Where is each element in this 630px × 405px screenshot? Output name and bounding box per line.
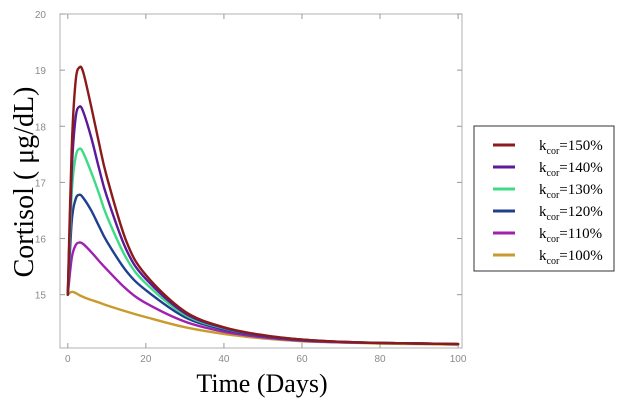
legend-label-sub: cor: [547, 168, 560, 179]
legend-items: kcor=150%kcor=140%kcor=130%kcor=120%kcor…: [493, 138, 603, 267]
legend-label-sub: cor: [547, 256, 560, 267]
legend-label-value: =100%: [559, 248, 602, 264]
legend-label-main: k: [539, 160, 547, 176]
legend-label-main: k: [539, 204, 547, 220]
x-tick-label: 0: [65, 354, 71, 365]
legend-label-value: =150%: [559, 138, 602, 154]
legend-label-main: k: [539, 226, 547, 242]
x-tick-label: 100: [450, 354, 467, 365]
x-tick-label: 20: [140, 354, 152, 365]
legend-label-sub: cor: [547, 190, 560, 201]
axis-ticks: [60, 13, 462, 348]
y-tick-labels: 15 16 17 18 19 20: [35, 10, 47, 302]
legend-label-value: =130%: [559, 182, 602, 198]
y-tick-label: 19: [35, 66, 47, 77]
x-tick-label: 60: [296, 354, 308, 365]
series-line: [66, 147, 460, 346]
series-line: [66, 65, 460, 346]
y-tick-label: 15: [35, 291, 47, 302]
series-line: [66, 193, 460, 346]
legend-label-value: =140%: [559, 160, 602, 176]
legend-label-main: k: [539, 138, 547, 154]
legend-label-sub: cor: [547, 234, 560, 245]
y-tick-label: 16: [35, 235, 47, 246]
legend-label: kcor=140%: [539, 160, 603, 179]
series-line: [66, 105, 460, 346]
legend: kcor=150%kcor=140%kcor=130%kcor=120%kcor…: [473, 125, 615, 272]
y-tick-label: 20: [35, 10, 47, 21]
series-lines: [66, 65, 460, 346]
legend-label-main: k: [539, 248, 547, 264]
x-tick-labels: 0 20 40 60 80 100: [65, 354, 467, 365]
legend-label-value: =120%: [559, 204, 602, 220]
legend-label: kcor=150%: [539, 138, 603, 157]
y-tick-label: 17: [35, 178, 47, 189]
legend-label: kcor=100%: [539, 248, 603, 267]
legend-label: kcor=110%: [539, 226, 602, 245]
y-tick-label: 18: [35, 122, 47, 133]
legend-label-sub: cor: [547, 212, 560, 223]
legend-label: kcor=130%: [539, 182, 603, 201]
x-axis-title: Time (Days): [196, 369, 327, 398]
legend-label: kcor=120%: [539, 204, 603, 223]
legend-label-sub: cor: [547, 146, 560, 157]
x-tick-label: 80: [374, 354, 386, 365]
legend-label-value: =110%: [559, 226, 602, 242]
y-axis-title: Cortisol ( μg/dL): [9, 87, 40, 278]
legend-label-main: k: [539, 182, 547, 198]
legend-box: [473, 125, 615, 272]
plot-frame: [59, 13, 463, 349]
x-tick-label: 40: [218, 354, 230, 365]
